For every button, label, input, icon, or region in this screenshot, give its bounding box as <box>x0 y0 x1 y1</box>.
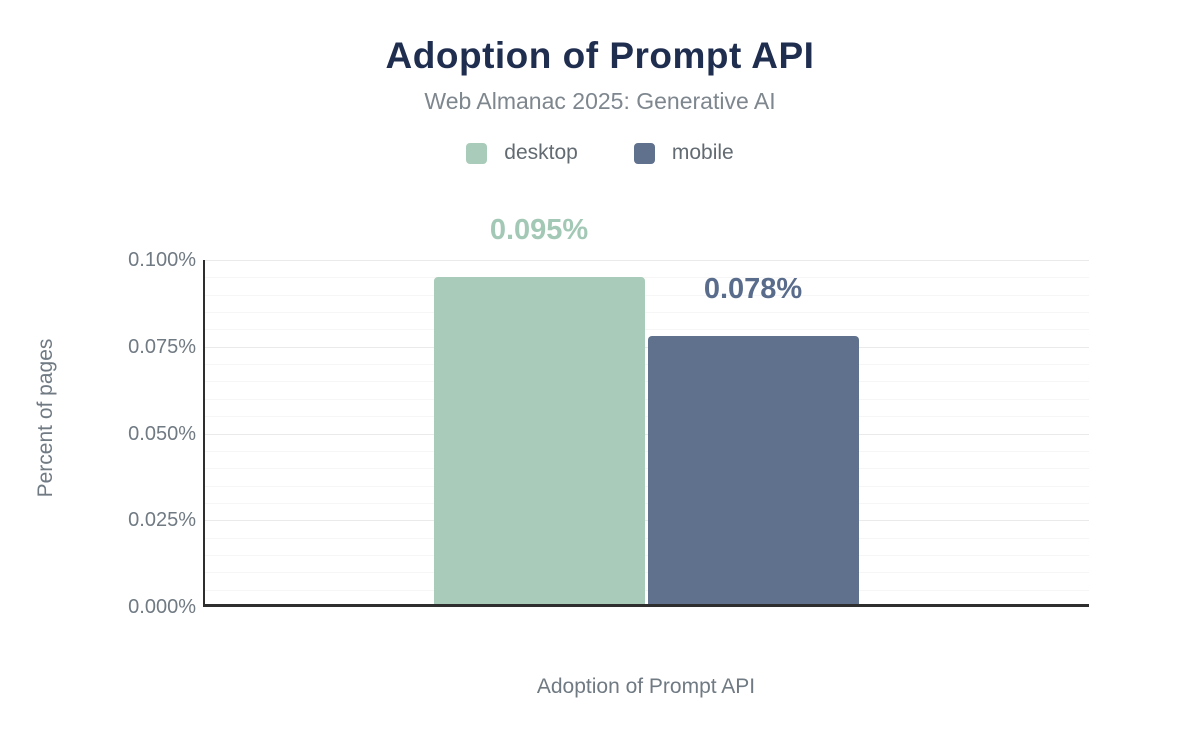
legend-item-desktop[interactable]: desktop <box>466 141 578 165</box>
y-axis-line <box>203 260 205 607</box>
gridline-minor <box>203 381 1089 383</box>
chart-title: Adoption of Prompt API <box>385 35 815 76</box>
gridline-minor <box>203 294 1089 296</box>
gridline-minor <box>203 572 1089 574</box>
legend-label-desktop: desktop <box>504 141 578 164</box>
gridline-major <box>203 260 1089 261</box>
plot-area: 0.095% 0.078% <box>203 214 1089 607</box>
gridline-minor <box>203 537 1089 539</box>
gridline-minor <box>203 589 1089 591</box>
y-tick-label: 0.025% <box>128 509 196 532</box>
gridline-minor <box>203 485 1089 487</box>
chart-subtitle: Web Almanac 2025: Generative AI <box>424 88 776 114</box>
y-tick-label: 0.100% <box>128 249 196 271</box>
gridline-minor <box>203 329 1089 331</box>
gridline-major <box>203 346 1089 348</box>
gridline-minor <box>203 554 1089 556</box>
legend-swatch-desktop <box>466 142 488 164</box>
value-label-mobile: 0.078% <box>703 273 803 306</box>
gridline-major <box>203 520 1089 522</box>
legend-item-mobile[interactable]: mobile <box>633 141 734 165</box>
y-tick-label: 0.050% <box>128 422 196 445</box>
legend-label-mobile: mobile <box>671 141 734 164</box>
x-axis-line <box>203 604 1089 607</box>
y-tick-label: 0.000% <box>128 596 196 618</box>
gridline-minor <box>203 450 1089 452</box>
gridline-minor <box>203 277 1089 279</box>
gridline-minor <box>203 468 1089 470</box>
gridline-minor <box>203 312 1089 313</box>
gridline-major <box>203 433 1089 435</box>
gridline-minor <box>203 416 1089 418</box>
bar-desktop <box>433 277 645 607</box>
gridline-minor <box>203 364 1089 366</box>
y-tick-label: 0.075% <box>128 335 196 358</box>
gridline-minor <box>203 398 1089 400</box>
legend-swatch-mobile <box>633 142 655 164</box>
legend: desktop mobile <box>0 141 1200 165</box>
value-label-desktop: 0.095% <box>489 214 589 247</box>
x-axis-label: Adoption of Prompt API <box>536 675 756 698</box>
gridline-minor <box>203 502 1089 504</box>
y-axis-title: Percent of pages <box>34 338 57 498</box>
bar-mobile <box>647 336 859 607</box>
